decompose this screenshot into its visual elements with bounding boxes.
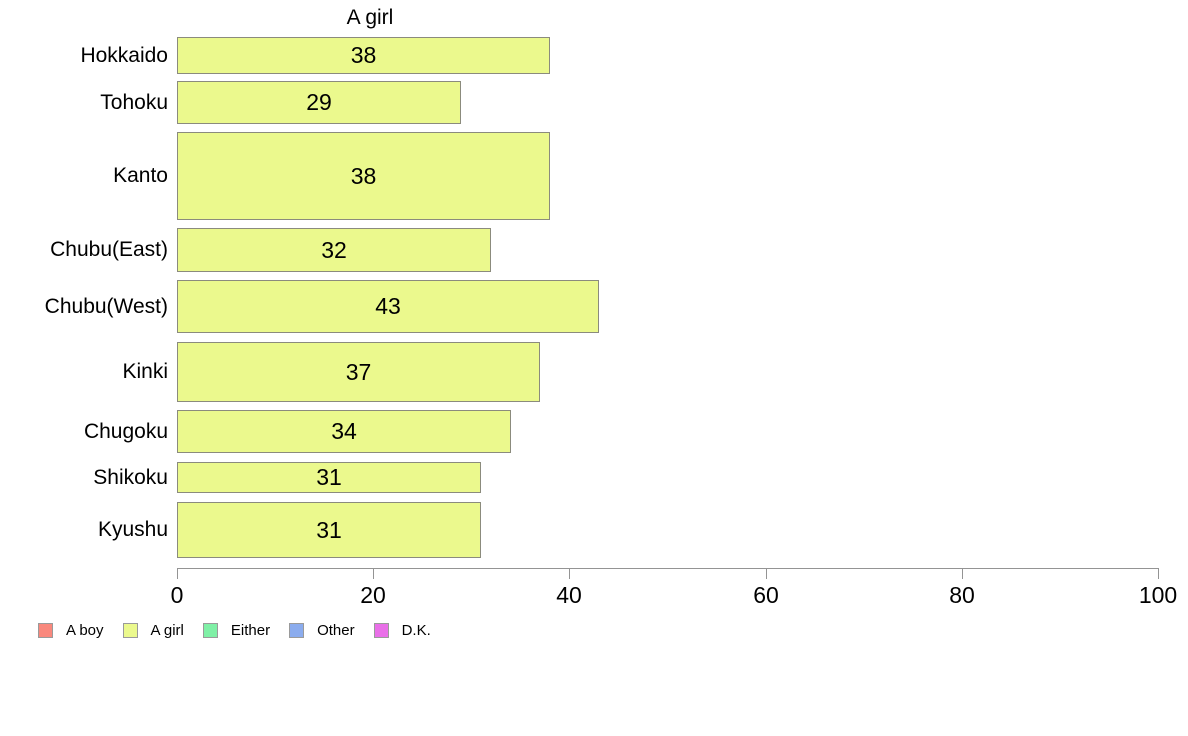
legend-item-a-girl: A girl xyxy=(122,622,184,639)
category-label: Kanto xyxy=(113,164,168,187)
category-label: Shikoku xyxy=(93,465,168,489)
legend-label-a-boy: A boy xyxy=(66,622,104,639)
category-label: Chugoku xyxy=(83,419,168,443)
legend-label-a-girl: A girl xyxy=(150,622,184,639)
category-label: Tohoku xyxy=(100,90,168,114)
legend-swatch-a-girl xyxy=(122,623,138,638)
legend: A boy A girl Either Other D.K. xyxy=(38,622,431,639)
x-axis-tick xyxy=(766,568,767,579)
legend-swatch-dk xyxy=(373,623,389,638)
x-axis-tick xyxy=(962,568,963,579)
bar: 38 xyxy=(177,37,550,74)
legend-label-either: Either xyxy=(230,622,271,639)
category-label: Hokkaido xyxy=(80,43,168,67)
bar-value-label: 31 xyxy=(316,516,342,543)
legend-swatch-either xyxy=(202,623,218,638)
bar-value-label: 37 xyxy=(345,358,372,385)
bar-value-label: 34 xyxy=(331,418,357,444)
bar: 31 xyxy=(177,462,481,493)
bar-value-label: 43 xyxy=(375,293,401,319)
x-axis-line xyxy=(177,568,1158,569)
bar-value-label: 38 xyxy=(350,42,377,68)
legend-swatch-a-boy xyxy=(38,623,53,638)
legend-swatch-other xyxy=(289,623,305,638)
category-label: Chubu(East) xyxy=(50,238,168,261)
x-axis-tick-label: 100 xyxy=(1138,582,1178,608)
legend-item-other: Other xyxy=(289,622,355,639)
legend-item-dk: D.K. xyxy=(373,622,431,639)
x-axis-tick-label: 20 xyxy=(360,582,386,608)
x-axis-tick xyxy=(569,568,570,579)
x-axis-tick xyxy=(373,568,374,579)
bar: 32 xyxy=(177,228,491,272)
x-axis-tick-label: 40 xyxy=(556,582,582,608)
legend-label-dk: D.K. xyxy=(401,622,431,639)
legend-label-other: Other xyxy=(317,622,355,639)
legend-item-a-boy: A boy xyxy=(38,622,104,639)
category-label: Chubu(West) xyxy=(44,294,168,318)
category-label: Kyushu xyxy=(97,518,168,541)
bar-value-label: 29 xyxy=(306,89,332,115)
bar-value-label: 31 xyxy=(316,464,342,490)
bar: 37 xyxy=(177,342,540,402)
bar: 34 xyxy=(177,410,511,453)
x-axis-tick-label: 60 xyxy=(753,582,779,608)
x-axis-tick-label: 0 xyxy=(170,582,184,608)
bar: 29 xyxy=(177,81,461,124)
bar-value-label: 38 xyxy=(350,162,377,189)
bar: 43 xyxy=(177,280,599,333)
chart-title: A girl xyxy=(346,6,394,29)
bar: 38 xyxy=(177,132,550,220)
bar: 31 xyxy=(177,502,481,558)
x-axis-tick xyxy=(1158,568,1159,579)
x-axis-tick-label: 80 xyxy=(949,582,975,608)
category-label: Kinki xyxy=(122,360,168,383)
bar-value-label: 32 xyxy=(321,236,347,263)
legend-item-either: Either xyxy=(202,622,271,639)
x-axis-tick xyxy=(177,568,178,579)
